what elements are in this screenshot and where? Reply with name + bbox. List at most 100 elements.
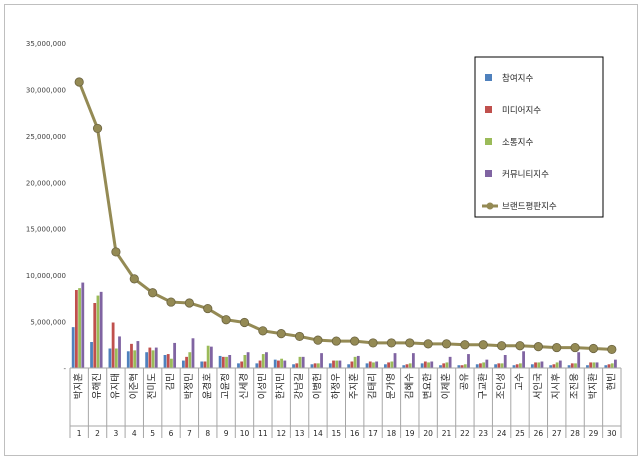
x-rank-label: 27 xyxy=(552,429,562,438)
bar-미디어지수 xyxy=(221,356,225,368)
point-브랜드평판지수 xyxy=(166,297,176,307)
point-브랜드평판지수 xyxy=(313,335,323,345)
x-category-label: 한지민 xyxy=(276,373,287,399)
bar-참여지수 xyxy=(365,363,369,368)
y-tick-label: 25,000,000 xyxy=(26,133,66,141)
bar-참여지수 xyxy=(200,361,204,368)
legend-swatch-미디어지수 xyxy=(485,106,492,113)
bar-series-group xyxy=(71,282,617,368)
x-category-label: 주지훈 xyxy=(348,373,360,399)
point-브랜드평판지수 xyxy=(607,344,617,355)
bar-소통지수 xyxy=(518,363,522,368)
x-category-label: 유지태 xyxy=(110,373,121,399)
point-브랜드평판지수 xyxy=(276,329,286,339)
bar-참여지수 xyxy=(310,364,314,368)
y-axis: - 5,000,000 10,000,000 15,000,000 20,000,000… xyxy=(26,40,67,373)
bar-미디어지수 xyxy=(552,364,556,368)
bar-미디어지수 xyxy=(515,364,519,368)
bar-소통지수 xyxy=(78,288,81,368)
point-브랜드평판지수 xyxy=(405,338,415,348)
x-category-label: 조인성 xyxy=(496,373,507,399)
bar-소통지수 xyxy=(445,362,449,368)
x-rank-label: 13 xyxy=(295,429,305,438)
x-rank-label: 14 xyxy=(313,429,323,438)
point-브랜드평판지수 xyxy=(148,288,158,298)
bar-소통지수 xyxy=(170,358,173,368)
point-브랜드평판지수 xyxy=(423,339,433,349)
x-category-label: 이제훈 xyxy=(440,373,452,399)
x-rank-label: 16 xyxy=(350,429,360,438)
x-rank-label: 2 xyxy=(95,429,100,438)
bar-소통지수 xyxy=(482,362,486,368)
bar-커뮤니티지수 xyxy=(209,346,213,368)
legend-swatch-커뮤니티지수 xyxy=(485,170,492,177)
bar-커뮤니티지수 xyxy=(540,361,544,368)
x-category-label: 신세경 xyxy=(238,373,250,399)
bar-미디어지수 xyxy=(295,363,299,368)
y-tick-label: - xyxy=(63,365,66,373)
x-rank-label: 30 xyxy=(607,429,617,438)
bar-참여지수 xyxy=(163,355,167,368)
point-브랜드평판지수 xyxy=(221,315,231,325)
bar-커뮤니티지수 xyxy=(614,359,617,368)
bar-미디어지수 xyxy=(185,356,188,368)
bar-소통지수 xyxy=(500,363,504,368)
point-브랜드평판지수 xyxy=(239,317,250,328)
chart-frame: - 5,000,000 10,000,000 15,000,000 20,000,000… xyxy=(4,4,638,456)
bar-커뮤니티지수 xyxy=(191,338,195,368)
point-브랜드평판지수 xyxy=(552,342,562,353)
bar-참여지수 xyxy=(328,363,332,368)
bar-커뮤니티지수 xyxy=(136,341,140,368)
bar-미디어지수 xyxy=(111,322,115,368)
bar-커뮤니티지수 xyxy=(558,360,562,368)
bar-미디어지수 xyxy=(570,363,574,368)
x-category-label: 박정민 xyxy=(184,373,195,399)
bar-미디어지수 xyxy=(460,365,464,368)
point-브랜드평판지수 xyxy=(258,326,268,336)
bar-커뮤니티지수 xyxy=(283,360,287,368)
bar-미디어지수 xyxy=(368,361,372,368)
point-브랜드평판지수 xyxy=(331,336,341,346)
legend-label: 참여지수 xyxy=(502,73,533,84)
y-tick-label: 35,000,000 xyxy=(26,40,66,48)
bar-미디어지수 xyxy=(313,363,317,368)
bar-미디어지수 xyxy=(240,361,244,368)
bar-커뮤니티지수 xyxy=(503,355,507,368)
bar-참여지수 xyxy=(181,360,185,368)
bar-참여지수 xyxy=(604,365,608,368)
x-axis: 박지훈 1 유해진 2 유지태 3 이준혁 4 전미도 5 김민 6 박정민 7 윤경호 8 고윤정 9 신세경 10… xyxy=(69,367,622,438)
bar-미디어지수 xyxy=(130,343,133,368)
point-브랜드평판지수 xyxy=(570,342,580,353)
x-category-label: 조진웅 xyxy=(570,373,581,399)
bar-참여지수 xyxy=(90,342,93,368)
y-tick-label: 30,000,000 xyxy=(26,86,66,94)
x-rank-label: 20 xyxy=(423,429,433,438)
x-rank-label: 18 xyxy=(387,429,397,438)
x-rank-label: 24 xyxy=(497,429,507,438)
point-브랜드평판지수 xyxy=(129,274,139,284)
bar-참여지수 xyxy=(71,327,75,368)
x-rank-label: 28 xyxy=(570,429,580,438)
bar-커뮤니티지수 xyxy=(154,347,158,368)
point-브랜드평판지수 xyxy=(92,123,103,134)
bar-소통지수 xyxy=(574,363,577,368)
bar-커뮤니티지수 xyxy=(375,361,379,368)
bar-미디어지수 xyxy=(93,303,97,368)
bar-미디어지수 xyxy=(148,347,152,368)
bar-커뮤니티지수 xyxy=(485,359,489,368)
x-category-label: 윤경호 xyxy=(201,373,213,399)
bar-참여지수 xyxy=(494,364,498,368)
point-브랜드평판지수 xyxy=(386,338,397,348)
x-rank-label: 19 xyxy=(405,429,415,438)
bar-미디어지수 xyxy=(534,362,537,368)
x-rank-label: 25 xyxy=(515,429,525,438)
brand-reputation-chart: - 5,000,000 10,000,000 15,000,000 20,000,000… xyxy=(26,40,622,438)
bar-미디어지수 xyxy=(258,360,262,368)
x-category-label: 박지훈 xyxy=(73,373,85,399)
point-브랜드평판지수 xyxy=(184,298,194,308)
x-rank-label: 17 xyxy=(368,429,378,438)
bar-미디어지수 xyxy=(387,362,391,368)
bar-미디어지수 xyxy=(277,360,280,368)
bar-커뮤니티지수 xyxy=(265,352,268,368)
